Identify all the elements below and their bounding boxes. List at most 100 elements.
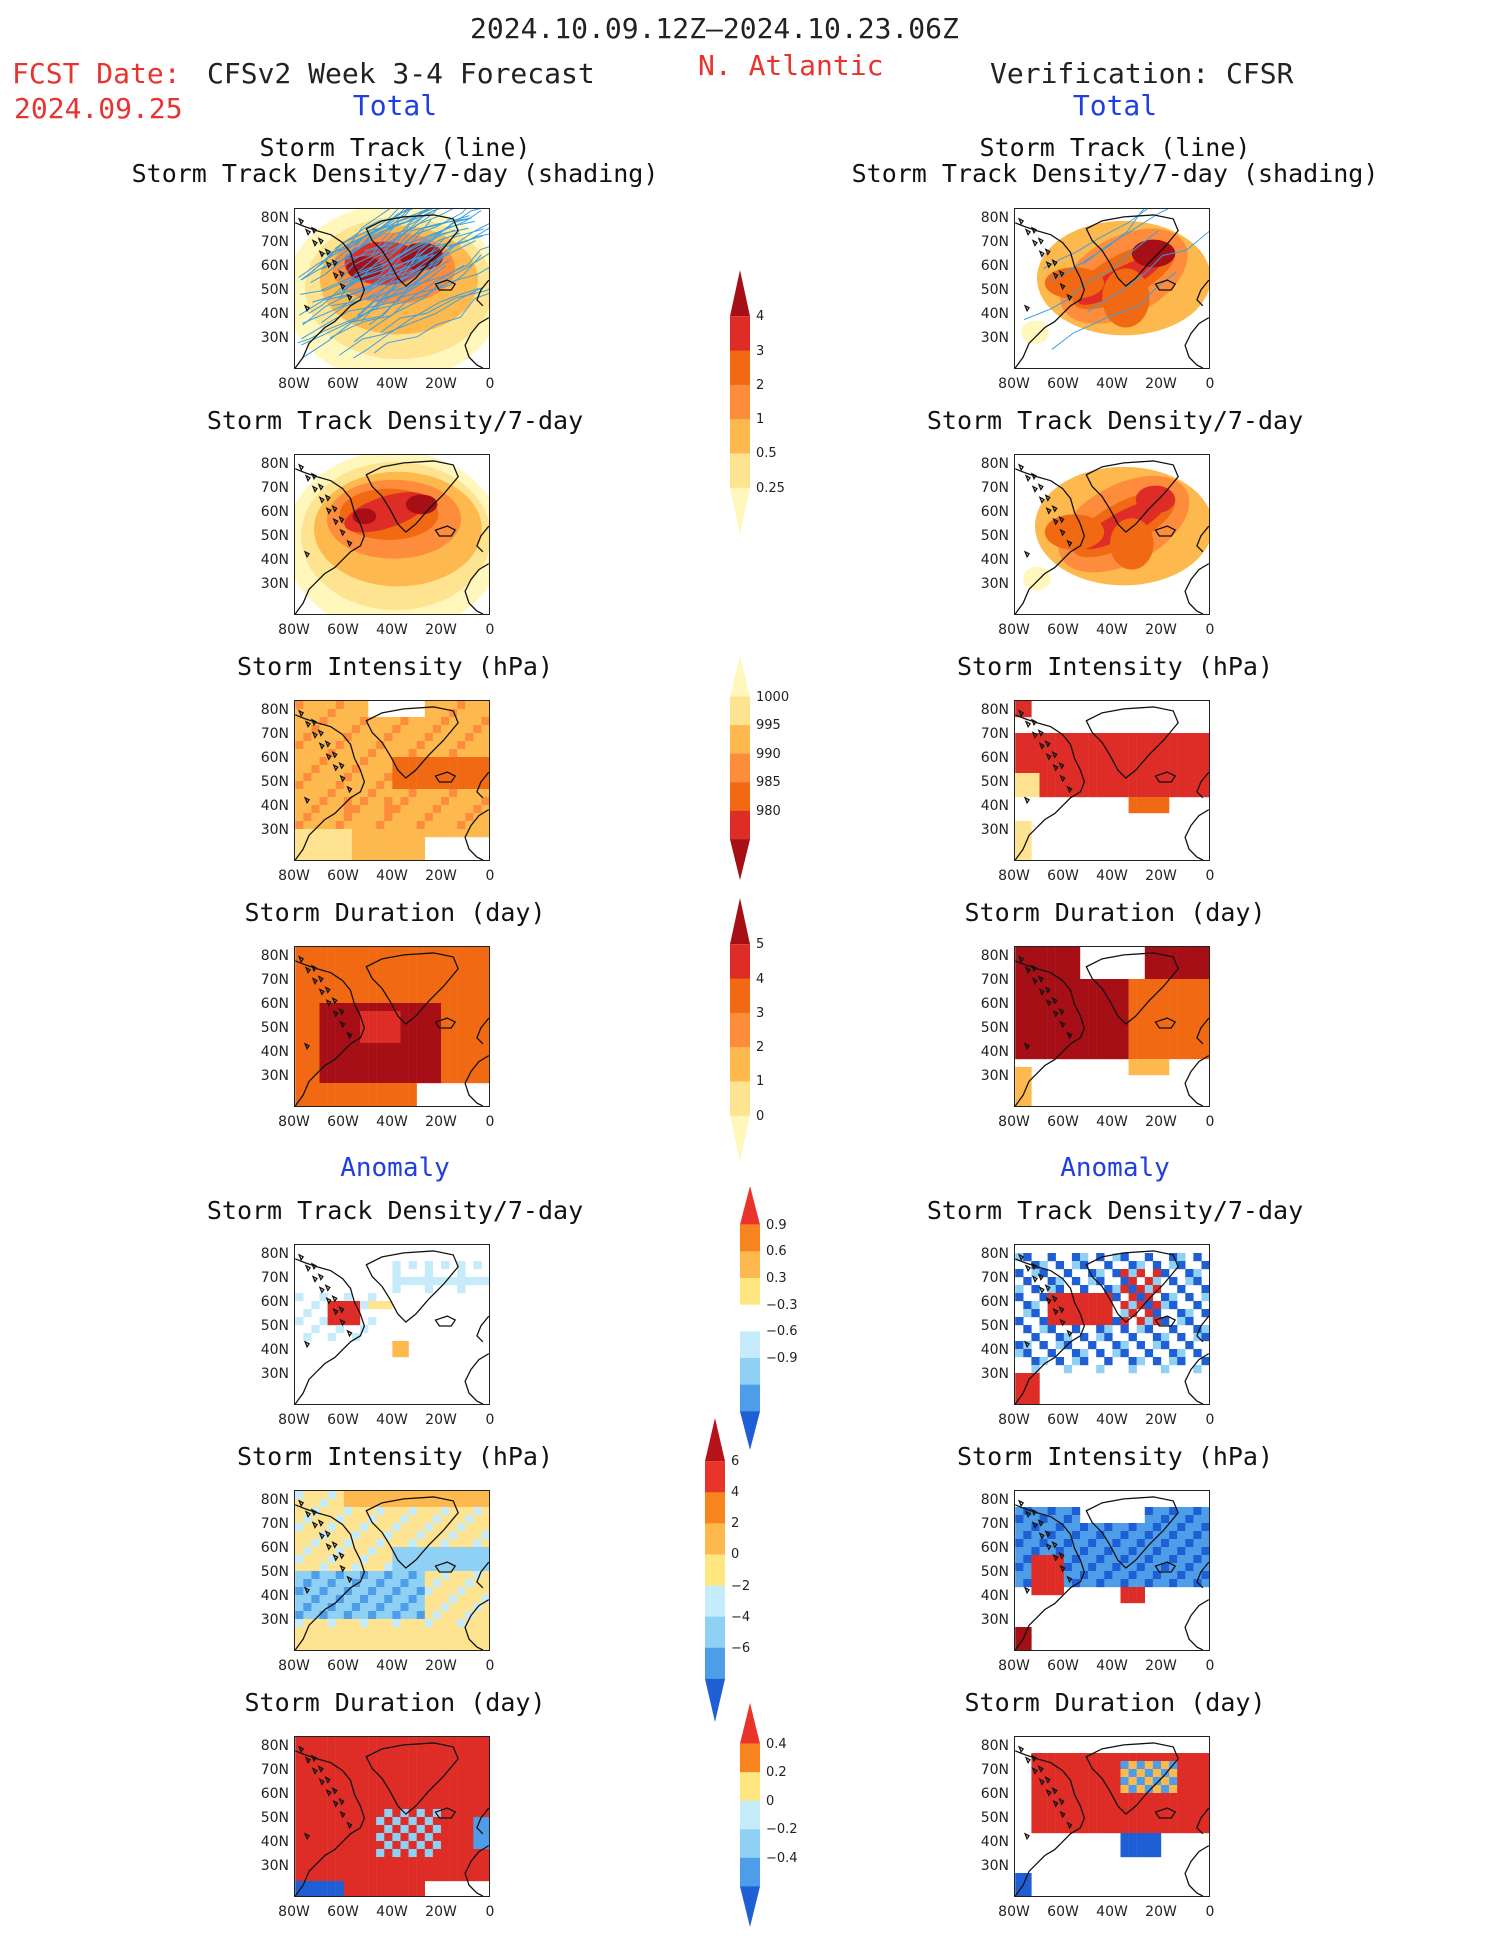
- lon-tick-label: 80W: [998, 868, 1030, 884]
- coastline: [295, 214, 489, 368]
- colorbar-svg: [705, 1418, 725, 1722]
- lat-tick-label: 30N: [260, 1858, 289, 1874]
- lon-tick-label: 20W: [425, 1114, 457, 1130]
- map-duration-forecast: 80N 70N 60N 50N 40N 30N 80W 60W 40W 20W 0: [261, 946, 494, 1130]
- lat-tick-label: 50N: [260, 1564, 289, 1580]
- colorbar-density-anomaly: 0.9 0.6 0.3 −0.3 −0.6 −0.9: [730, 1178, 798, 1462]
- coastline: [1015, 460, 1209, 614]
- lat-tick-label: 30N: [260, 1612, 289, 1628]
- map-track-density-forecast: 80N 70N 60N 50N 40N 30N 80W 60W 40W 20W 0: [261, 208, 494, 392]
- map-track-density-verification: 80N 70N 60N 50N 40N 30N 80W 60W 40W 20W 0: [981, 208, 1214, 392]
- colorbar-label: 3: [756, 343, 765, 359]
- colorbar-label: 6: [731, 1454, 740, 1470]
- lon-tick-label: 0: [1205, 1412, 1215, 1428]
- lon-tick-label: 0: [485, 1114, 495, 1130]
- lat-tick-label: 30N: [980, 822, 1009, 838]
- lat-tick-label: 50N: [980, 1318, 1009, 1334]
- lon-tick-label: 0: [1205, 1904, 1215, 1920]
- lat-tick-label: 50N: [260, 774, 289, 790]
- title-track-shading-right: Storm Track Density/7-day (shading): [851, 159, 1379, 188]
- map-canvas: [294, 1490, 490, 1651]
- lat-tick-label: 80N: [980, 456, 1009, 472]
- lon-tick-label: 80W: [278, 1904, 310, 1920]
- lat-tick-label: 80N: [260, 948, 289, 964]
- title-anom-intensity-left: Storm Intensity (hPa): [236, 1442, 554, 1471]
- colorbar-label: −0.9: [766, 1351, 798, 1366]
- title-anom-density-left: Storm Track Density/7-day: [206, 1196, 584, 1225]
- lat-tick-label: 30N: [260, 330, 289, 346]
- lon-tick-label: 0: [485, 376, 495, 392]
- lon-tick-label: 80W: [998, 622, 1030, 638]
- lat-tick-label: 80N: [260, 702, 289, 718]
- lat-tick-label: 50N: [260, 528, 289, 544]
- lat-tick-label: 80N: [260, 1492, 289, 1508]
- lon-tick-label: 20W: [1145, 1114, 1177, 1130]
- lat-tick-label: 50N: [980, 1810, 1009, 1826]
- lat-tick-label: 60N: [260, 258, 289, 274]
- title-duration-left: Storm Duration (day): [244, 898, 546, 927]
- title-density-left: Storm Track Density/7-day: [206, 406, 584, 435]
- lat-tick-label: 70N: [980, 726, 1009, 742]
- lat-tick-label: 60N: [260, 1540, 289, 1556]
- map-canvas: [294, 1244, 490, 1405]
- lon-tick-label: 60W: [327, 376, 359, 392]
- map-intensity-forecast: 80N 70N 60N 50N 40N 30N 80W 60W 40W 20W 0: [261, 700, 494, 884]
- lat-tick-label: 40N: [260, 1588, 289, 1604]
- lat-tick-label: 40N: [980, 1834, 1009, 1850]
- lon-tick-label: 40W: [376, 1412, 408, 1428]
- lat-tick-label: 60N: [980, 504, 1009, 520]
- colorbar-label: 0.9: [766, 1217, 787, 1233]
- title-anom-duration-right: Storm Duration (day): [964, 1688, 1266, 1717]
- map-canvas: [1014, 208, 1210, 369]
- coastline: [295, 952, 489, 1106]
- colorbar-svg: [730, 270, 750, 534]
- map-density-verification: 80N 70N 60N 50N 40N 30N 80W 60W 40W 20W 0: [981, 454, 1214, 638]
- map-canvas: [1014, 1736, 1210, 1897]
- lat-tick-label: 80N: [260, 1738, 289, 1754]
- map-anom-density-forecast: 80N 70N 60N 50N 40N 30N 80W 60W 40W 20W 0: [261, 1244, 494, 1428]
- colorbar-label: 0.5: [756, 446, 777, 462]
- colorbar-label: 990: [756, 746, 781, 762]
- title-track-line-left: Storm Track (line): [259, 133, 531, 162]
- colorbar-svg: [740, 1186, 760, 1450]
- lat-tick-label: 40N: [260, 1834, 289, 1850]
- lat-tick-label: 50N: [980, 1020, 1009, 1036]
- colorbar-label: 1: [756, 412, 765, 428]
- lat-tick-label: 70N: [260, 480, 289, 496]
- lon-tick-label: 0: [1205, 376, 1215, 392]
- lon-tick-label: 40W: [376, 1904, 408, 1920]
- lat-tick-label: 70N: [980, 1516, 1009, 1532]
- lat-tick-label: 50N: [980, 1564, 1009, 1580]
- colorbar-label: 0.6: [766, 1244, 787, 1260]
- lat-tick-label: 60N: [260, 996, 289, 1012]
- map-duration-verification: 80N 70N 60N 50N 40N 30N 80W 60W 40W 20W 0: [981, 946, 1214, 1130]
- title-track-line-right: Storm Track (line): [979, 133, 1251, 162]
- lat-tick-label: 50N: [260, 1020, 289, 1036]
- lon-tick-label: 60W: [1047, 622, 1079, 638]
- lat-tick-label: 60N: [260, 750, 289, 766]
- colorbar-label: 0.25: [756, 480, 785, 496]
- lat-tick-label: 70N: [260, 234, 289, 250]
- lon-tick-label: 0: [485, 1904, 495, 1920]
- lat-tick-label: 30N: [980, 576, 1009, 592]
- lon-tick-label: 60W: [1047, 1114, 1079, 1130]
- lon-tick-label: 60W: [327, 1904, 359, 1920]
- lat-tick-label: 80N: [980, 1246, 1009, 1262]
- region-title: N. Atlantic: [698, 49, 884, 82]
- lat-tick-label: 30N: [980, 1068, 1009, 1084]
- anomaly-label-right: Anomaly: [1060, 1153, 1170, 1183]
- colorbar-label: 2: [756, 1040, 765, 1056]
- lon-tick-label: 40W: [1096, 868, 1128, 884]
- coastline: [295, 460, 489, 614]
- lon-tick-label: 20W: [1145, 1658, 1177, 1674]
- lat-tick-label: 40N: [260, 1044, 289, 1060]
- coastline: [1015, 706, 1209, 860]
- lat-tick-label: 70N: [980, 972, 1009, 988]
- colorbar-label: 1: [756, 1074, 765, 1090]
- lon-tick-label: 80W: [998, 1904, 1030, 1920]
- lat-tick-label: 50N: [980, 282, 1009, 298]
- lon-tick-label: 20W: [1145, 1412, 1177, 1428]
- colorbar-label: 4: [756, 971, 765, 987]
- lon-tick-label: 80W: [278, 1412, 310, 1428]
- colorbar-label: 4: [756, 309, 765, 325]
